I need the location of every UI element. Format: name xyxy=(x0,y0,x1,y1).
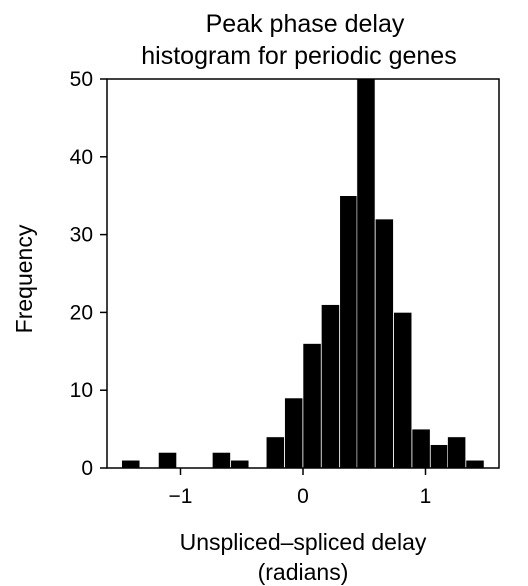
histogram-bar-5 xyxy=(284,397,304,469)
histogram-bar-15 xyxy=(465,459,485,469)
y-tick-label-0: 0 xyxy=(81,457,93,480)
y-tick-label-30: 30 xyxy=(70,224,93,247)
histogram-bar-7 xyxy=(321,304,340,469)
y-tick-label-40: 40 xyxy=(70,146,93,169)
x-axis-label-line-2: (radians) xyxy=(258,559,349,585)
x-axis: −1 0 1 xyxy=(169,468,432,508)
histogram-bar-1 xyxy=(158,452,177,469)
chart-title-line-1: Peak phase delay xyxy=(206,10,405,38)
bars-group xyxy=(121,78,485,469)
x-tick-label-2: 1 xyxy=(420,485,432,508)
histogram-bar-8 xyxy=(339,195,359,469)
histogram-bar-11 xyxy=(393,312,413,469)
histogram-bar-10 xyxy=(374,218,394,469)
x-tick-label-0: −1 xyxy=(169,485,193,508)
y-axis-label: Frequency xyxy=(11,224,37,333)
y-tick-label-50: 50 xyxy=(70,68,93,91)
y-tick-label-20: 20 xyxy=(70,301,93,324)
histogram-bar-6 xyxy=(302,343,322,469)
histogram-bar-3 xyxy=(230,459,250,469)
histogram-bar-14 xyxy=(447,436,466,469)
histogram-bar-9 xyxy=(356,78,376,469)
chart-title-line-2: histogram for periodic genes xyxy=(141,42,456,70)
x-tick-label-1: 0 xyxy=(297,485,309,508)
histogram-bar-4 xyxy=(265,436,285,469)
histogram-bar-0 xyxy=(121,459,141,469)
histogram-bar-2 xyxy=(212,452,231,469)
y-tick-label-10: 10 xyxy=(70,379,93,402)
histogram-bar-13 xyxy=(430,444,449,469)
histogram-bar-12 xyxy=(411,428,431,469)
x-axis-label-line-1: Unspliced–spliced delay xyxy=(180,529,427,555)
y-axis: 0 10 20 30 40 50 xyxy=(70,68,107,480)
